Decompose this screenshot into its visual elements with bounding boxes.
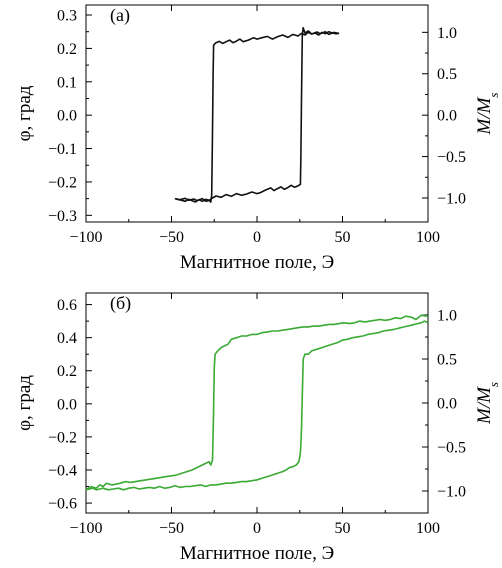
y-tick-label: −0.1 (48, 141, 77, 158)
panel-label: (б) (110, 293, 131, 314)
x-tick-label: 50 (335, 229, 351, 246)
y2-tick-label: 0.0 (437, 396, 457, 413)
y-tick-label: 0.0 (57, 396, 77, 413)
y2-axis-title: M/Ms (474, 382, 501, 425)
series-line-reverse (174, 26, 340, 203)
y-tick-label: 0.2 (57, 41, 77, 58)
y-tick-label: 0.2 (57, 363, 77, 380)
x-tick-label: −100 (69, 520, 102, 537)
x-axis-title: Магнитное поле, Э (180, 543, 334, 564)
series-line-forward (85, 314, 429, 491)
x-tick-label: −50 (159, 229, 184, 246)
y-tick-label: −0.3 (48, 208, 77, 225)
plot-frame (85, 4, 429, 223)
x-tick-label: −100 (69, 229, 102, 246)
y2-axis-title: M/Ms (474, 93, 501, 136)
series-line-reverse (85, 320, 429, 491)
y-tick-label: −0.2 (48, 174, 77, 191)
panel-label: (а) (110, 5, 130, 26)
x-tick-label: −50 (159, 520, 184, 537)
y-tick-label: 0.4 (57, 330, 77, 347)
y-tick-label: 0.6 (57, 297, 77, 314)
x-tick-label: 100 (416, 520, 440, 537)
y-tick-label: 0.0 (57, 108, 77, 125)
y-tick-label: 0.3 (57, 8, 77, 25)
x-tick-label: 50 (335, 520, 351, 537)
panel-a: −100 −50 0 50 100 0.3 0.2 0.1 0.0 −0.1 −0.2 −0.3 1.0… (14, 4, 501, 273)
y-tick-label: −0.2 (48, 429, 77, 446)
x-tick-label: 0 (253, 520, 261, 537)
y2-tick-label: −1.0 (437, 190, 466, 207)
x-tick-label: 0 (253, 229, 261, 246)
y-axis-title: φ, град (14, 85, 35, 141)
y-tick-label: −0.4 (48, 462, 77, 479)
y2-tick-label: −0.5 (437, 440, 466, 457)
y-tick-label: 0.1 (57, 74, 77, 91)
series-line-forward (174, 30, 340, 203)
y2-tick-label: 1.0 (437, 25, 457, 42)
y2-tick-label: 0.5 (437, 66, 457, 83)
x-axis-title: Магнитное поле, Э (180, 252, 334, 273)
x-tick-label: 100 (416, 229, 440, 246)
y2-tick-label: −1.0 (437, 484, 466, 501)
y2-tick-label: 0.0 (437, 108, 457, 125)
y2-tick-label: −0.5 (437, 149, 466, 166)
y-tick-label: −0.6 (48, 496, 77, 513)
y2-tick-label: 0.5 (437, 352, 457, 369)
y2-tick-label: 1.0 (437, 308, 457, 325)
panel-b: −100 −50 0 50 100 0.6 0.4 0.2 0.0 −0.2 −0.4 −0.6 1.0… (14, 292, 501, 564)
y-axis-title: φ, град (14, 375, 35, 431)
